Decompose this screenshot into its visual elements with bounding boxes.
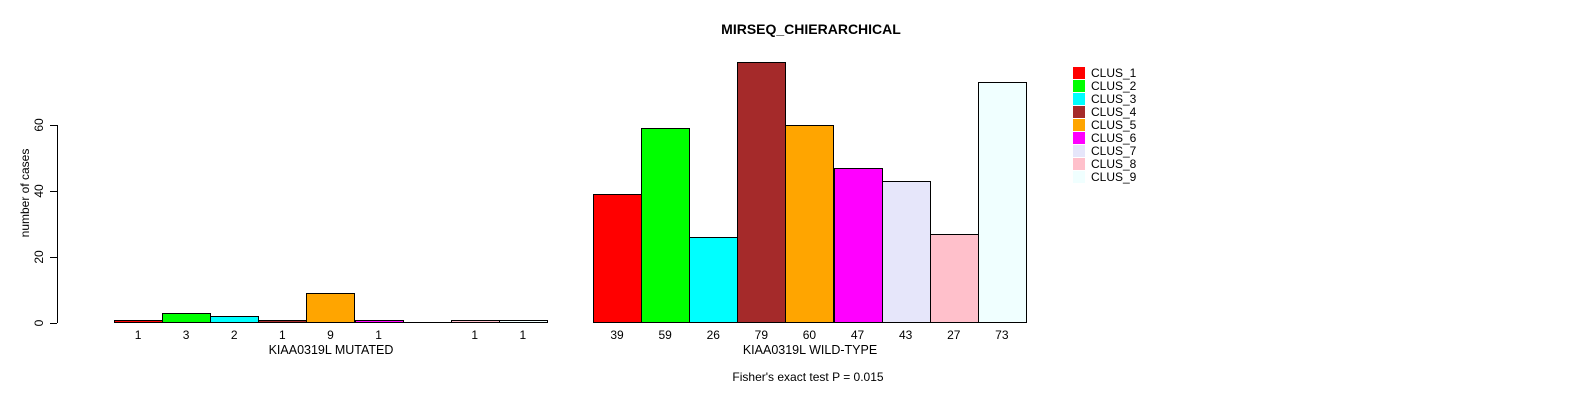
bar-value-label: 39 [610,328,624,342]
bar-clus_3-group1 [689,237,739,323]
legend-label: CLUS_9 [1091,170,1137,185]
zero-height-bar-clus_7-group0 [402,322,452,323]
y-tick-label: 60 [32,118,46,132]
bar-value-label: 3 [182,328,190,342]
legend-swatch-clus_3 [1073,92,1085,105]
bar-value-label: 43 [898,328,913,342]
bar-clus_7-group1 [881,181,931,323]
bar-clus_5-group0 [306,293,356,323]
bar-clus_2-group0 [162,313,212,323]
group-label-wildtype: KIAA0319L WILD-TYPE [742,343,878,357]
y-axis-label: number of cases [18,148,32,238]
bar-value-label: 1 [279,328,286,342]
bar-value-label: 79 [754,328,769,342]
fisher-test-annotation: Fisher's exact test P = 0.015 [732,370,884,384]
legend: CLUS_1 CLUS_2 CLUS_3 CLUS_4 CLUS_5 CLUS_6 CLUS… [1073,66,1136,184]
bar-clus_9-group0 [498,319,548,323]
bar-clus_8-group1 [929,233,979,323]
bar-value-label: 26 [706,328,720,342]
legend-row: CLUS_2 [1073,79,1136,92]
y-axis-line [57,125,58,323]
legend-label: CLUS_5 [1091,117,1137,132]
y-tick [50,191,57,192]
bar-value-label: 1 [375,328,382,342]
bar-clus_5-group1 [785,125,835,323]
y-tick [50,257,57,258]
bar-clus_1-group1 [593,194,643,323]
legend-swatch-clus_8 [1073,158,1085,171]
legend-swatch-clus_9 [1073,171,1085,184]
bar-value-label: 1 [134,328,142,342]
legend-swatch-clus_7 [1073,145,1085,158]
legend-row: CLUS_9 [1073,171,1136,184]
y-tick-label: 0 [32,319,46,327]
legend-row: CLUS_7 [1073,145,1136,158]
legend-label: CLUS_8 [1091,157,1137,172]
bar-clus_4-group0 [258,319,308,323]
bar-value-label: 9 [327,328,334,342]
bar-clus_6-group0 [354,319,404,323]
chart-title: MIRSEQ_CHIERARCHICAL [721,21,901,37]
legend-row: CLUS_6 [1073,131,1137,146]
legend-swatch-clus_5 [1073,118,1085,131]
bar-value-label: 47 [850,328,865,342]
bar-clus_4-group1 [737,62,787,323]
y-tick [50,125,57,126]
bar-clus_9-group1 [977,82,1027,323]
legend-swatch-clus_4 [1073,105,1085,118]
bar-clus_2-group1 [641,128,691,323]
bar-clus_6-group1 [833,167,883,323]
legend-label: CLUS_3 [1091,91,1137,106]
legend-row: CLUS_8 [1073,158,1136,171]
legend-swatch-clus_6 [1073,132,1085,145]
bar-value-label: 27 [947,328,961,342]
group-label-mutated: KIAA0319L MUTATED [268,343,394,357]
legend-swatch-clus_2 [1073,79,1085,92]
bar-value-label: 59 [658,328,672,342]
legend-row: CLUS_1 [1073,66,1136,79]
bar-clus_3-group0 [210,316,260,323]
legend-label: CLUS_6 [1091,131,1137,146]
legend-row: CLUS_4 [1073,105,1136,118]
legend-label: CLUS_1 [1091,65,1137,80]
legend-swatch-clus_1 [1073,66,1085,79]
bar-value-label: 2 [230,328,238,342]
legend-row: CLUS_3 [1073,92,1136,105]
bar-value-label: 73 [995,328,1009,342]
bar-value-label: 1 [471,328,479,342]
y-tick-label: 20 [32,250,46,264]
legend-label: CLUS_7 [1091,144,1137,159]
bar-clus_8-group0 [450,319,500,323]
legend-label: CLUS_2 [1091,78,1137,93]
bar-clus_1-group0 [114,319,164,323]
legend-row: CLUS_5 [1073,118,1136,131]
legend-label: CLUS_4 [1091,104,1137,119]
bar-value-label: 1 [519,328,527,342]
y-tick-label: 40 [32,184,46,198]
y-tick [50,323,57,324]
bar-value-label: 60 [802,328,817,342]
